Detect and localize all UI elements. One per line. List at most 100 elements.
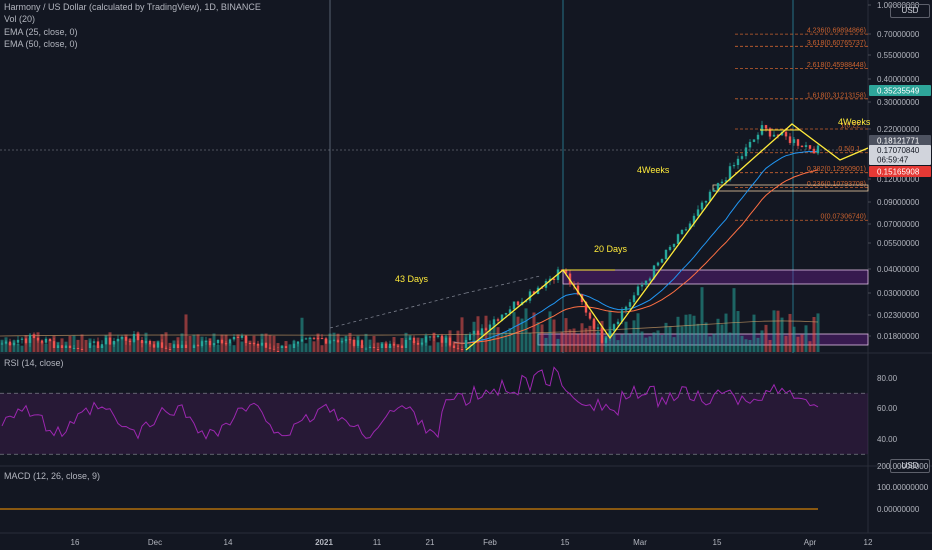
volume-bar — [768, 339, 772, 352]
fib-level-label: 1.618(0.31213158) — [807, 92, 866, 99]
candle-body — [336, 340, 340, 343]
tag-upper: 0.18121771 — [877, 137, 920, 146]
volume-bar — [316, 333, 320, 352]
candle-body — [204, 340, 208, 342]
currency-badge[interactable]: USD — [890, 4, 930, 18]
date-label: 21 — [426, 538, 435, 547]
tag-current-bg — [869, 145, 931, 165]
volume-bar — [700, 287, 704, 352]
candle-body — [604, 337, 608, 343]
candle-body — [496, 319, 500, 321]
candle-body — [680, 229, 684, 235]
volume-bar — [492, 322, 496, 352]
candle-body — [28, 334, 32, 343]
price-axis[interactable]: 1.00000000 0.70000000 0.55000000 0.40000000… — [868, 1, 929, 514]
volume-bar — [40, 341, 44, 352]
candle-body — [144, 340, 148, 344]
candle-body — [720, 181, 724, 184]
projection-line — [465, 275, 541, 294]
volume-bar — [548, 311, 552, 352]
volume-bar — [744, 339, 748, 352]
price-tags: 0.35235549 0.18121771 0.15165908 0.17070840… — [869, 85, 931, 177]
volume-bar — [336, 333, 340, 352]
volume-bar — [16, 343, 20, 352]
candle-body — [72, 348, 76, 350]
volume-bar — [256, 344, 260, 352]
candle-body — [584, 302, 588, 313]
candle-body — [152, 344, 156, 348]
volume-bar — [564, 318, 568, 352]
candle-body — [368, 347, 372, 349]
volume-bar — [636, 313, 640, 352]
volume-bar — [80, 334, 84, 352]
candle-body — [252, 343, 256, 345]
macd-tick-label: 200.00000000 — [877, 462, 929, 471]
candle-body — [576, 285, 580, 295]
volume-bar — [508, 328, 512, 352]
rsi-line — [1, 366, 819, 440]
volume-bar — [520, 318, 524, 352]
time-axis[interactable]: 16 Dec 14 2021 11 21 Feb 15 Mar 15 Apr 12 — [71, 538, 873, 547]
volume-bar — [496, 327, 500, 352]
rsi-title[interactable]: RSI (14, close) — [4, 358, 64, 368]
candle-body — [816, 145, 820, 154]
volume-bar — [576, 334, 580, 352]
candle-body — [516, 301, 520, 306]
volume-bar — [748, 339, 752, 352]
volume-bar — [196, 334, 200, 352]
volume-bar — [408, 335, 412, 352]
symbol-legend[interactable]: Harmony / US Dollar (calculated by Tradi… — [4, 2, 261, 12]
candle-body — [308, 337, 312, 339]
volume-bar — [740, 335, 744, 352]
volume-bar — [724, 313, 728, 352]
volume-bar — [136, 332, 140, 352]
date-label: Apr — [804, 538, 817, 547]
candle-body — [508, 309, 512, 313]
drawings[interactable]: 43 Days 20 Days 4Weeks 4Weeks — [329, 117, 871, 351]
macd-tick-label: 0.00000000 — [877, 505, 920, 514]
candle-body — [404, 339, 408, 348]
rsi-tick-label: 80.00 — [877, 374, 898, 383]
candle-body — [76, 348, 80, 350]
candle-body — [608, 330, 612, 338]
currency-badge-rsi[interactable]: USD — [890, 459, 930, 473]
tag-high-bg — [869, 85, 931, 96]
volume-bar — [752, 314, 756, 352]
candle-body — [620, 310, 624, 322]
volume-bar — [808, 341, 812, 352]
volume-bar — [720, 324, 724, 352]
ema50-legend[interactable]: EMA (50, close, 0) — [4, 39, 78, 49]
volume-bar — [308, 337, 312, 352]
candle-body — [60, 345, 64, 348]
volume-bar — [360, 344, 364, 352]
candle-body — [224, 343, 228, 345]
support-band — [562, 269, 869, 285]
candle-body — [444, 337, 448, 343]
candle-body — [776, 134, 780, 136]
candle-body — [228, 339, 232, 344]
volume-legend[interactable]: Vol (20) — [4, 14, 36, 24]
candle-body — [24, 338, 28, 343]
candle-body — [712, 189, 716, 192]
rsi-pane — [0, 366, 868, 455]
volume-bar — [796, 336, 800, 352]
candle-body — [104, 337, 108, 345]
candle-body — [796, 139, 800, 146]
volume-ma-line — [0, 320, 819, 337]
candle-body — [644, 280, 648, 285]
candle-body — [616, 321, 620, 325]
volume-bar — [772, 310, 776, 352]
candle-body — [696, 209, 700, 216]
volume-bar — [800, 334, 804, 352]
macd-title[interactable]: MACD (12, 26, close, 9) — [4, 471, 101, 481]
price-tick-label: 0.07000000 — [877, 220, 920, 229]
candle-body — [168, 348, 172, 350]
candle-body — [684, 229, 688, 231]
candle-body — [232, 336, 236, 340]
price-tick-label: 0.03000000 — [877, 289, 920, 298]
ema25-legend[interactable]: EMA (25, close, 0) — [4, 27, 78, 37]
candle-body — [344, 339, 348, 342]
candle-body — [592, 318, 596, 329]
